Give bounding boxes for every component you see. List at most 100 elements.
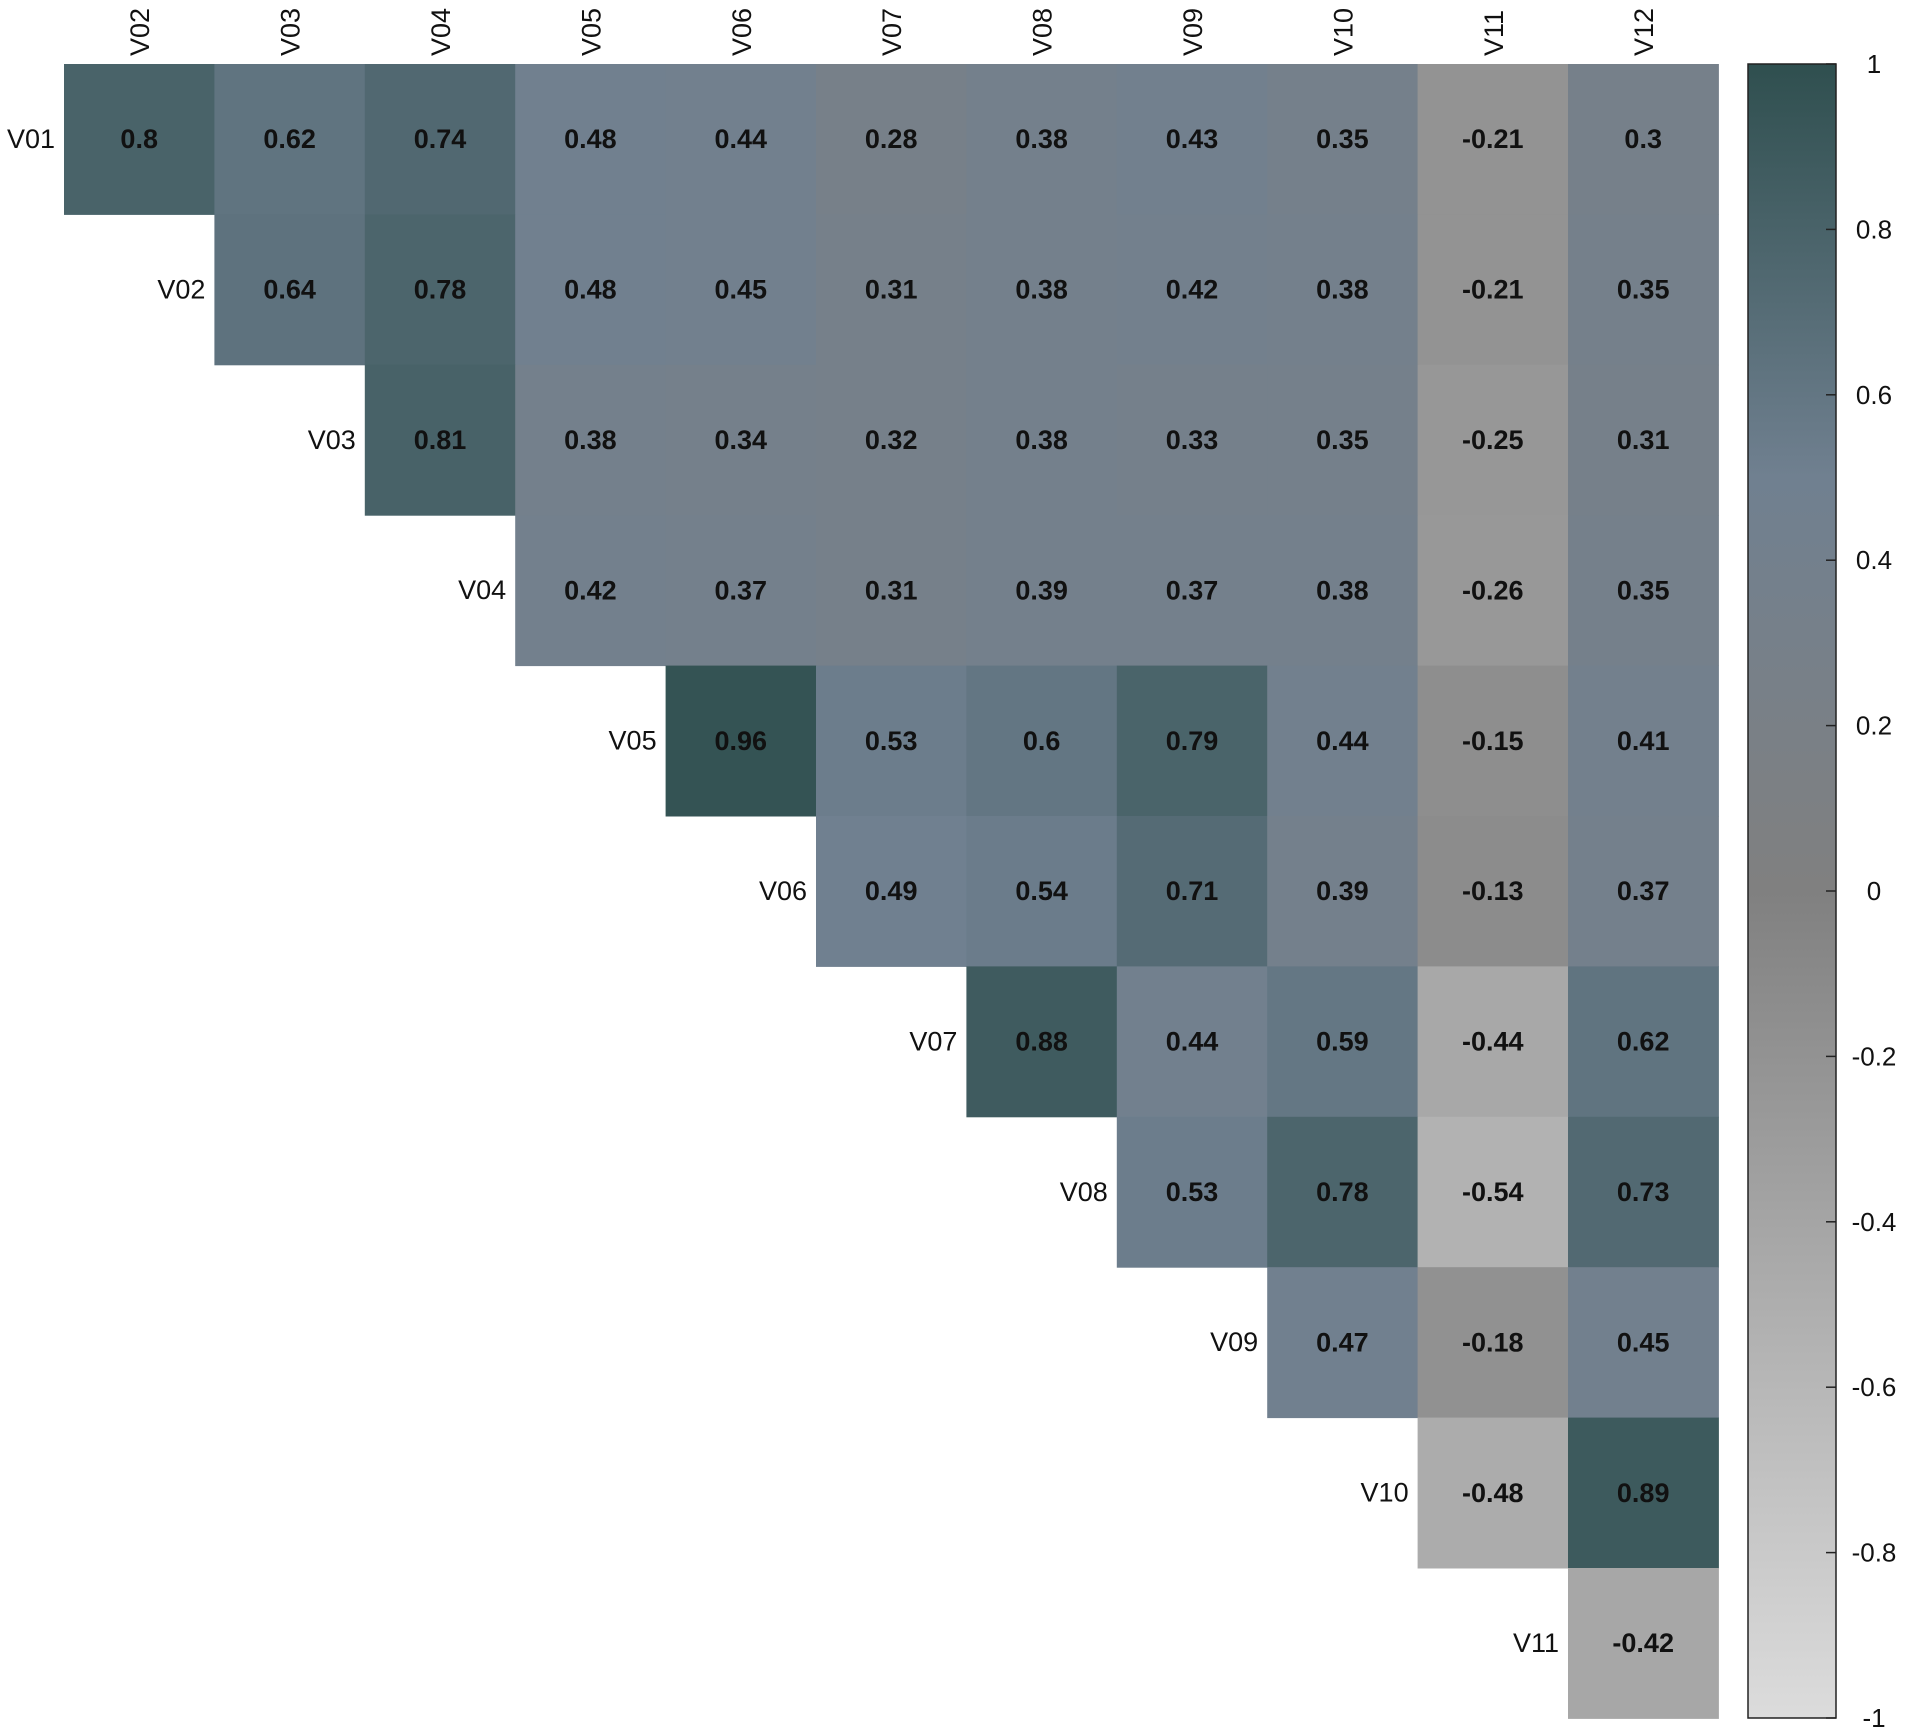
row-label-V02: V02 bbox=[157, 274, 205, 304]
cell-value-label: 0.38 bbox=[1015, 275, 1068, 305]
row-labels: V01 V02 V03 V04 V05 V06 V07 V08 V09 V10 V11 bbox=[7, 124, 1559, 1658]
heatmap-cell-V03-V04 bbox=[364, 364, 516, 516]
cell-value-label: 0.6 bbox=[1023, 726, 1061, 756]
cell-value-label: 0.44 bbox=[715, 124, 768, 154]
colorbar-tick-label: -0.2 bbox=[1852, 1041, 1897, 1071]
heatmap-cell-V05-V09 bbox=[1116, 665, 1268, 817]
colorbar-tick-label: -0.4 bbox=[1852, 1207, 1897, 1237]
heatmap-cell-V01-V04 bbox=[364, 64, 516, 215]
heatmap-cell-V02-V11 bbox=[1417, 214, 1569, 366]
cell-value-label: -0.54 bbox=[1462, 1177, 1524, 1207]
heatmap-cell-V08-V11 bbox=[1417, 1116, 1569, 1268]
cell-value-label: 0.3 bbox=[1624, 124, 1662, 154]
cell-value-label: 0.96 bbox=[715, 726, 768, 756]
heatmap-cell-V09-V11 bbox=[1417, 1267, 1569, 1419]
row-label-V04: V04 bbox=[458, 575, 506, 605]
heatmap-cell-V04-V06 bbox=[665, 515, 817, 667]
row-label-V03: V03 bbox=[308, 425, 356, 455]
cell-value-label: 0.78 bbox=[1316, 1177, 1369, 1207]
cell-value-label: 0.37 bbox=[1166, 575, 1219, 605]
row-label-V09: V09 bbox=[1210, 1327, 1258, 1357]
heatmap-cell-V04-V05 bbox=[515, 515, 667, 667]
row-label-V05: V05 bbox=[609, 726, 657, 756]
cell-value-label: 0.79 bbox=[1166, 726, 1219, 756]
heatmap-cell-V06-V12 bbox=[1568, 816, 1719, 967]
cell-value-label: -0.26 bbox=[1462, 575, 1524, 605]
cell-value-label: -0.13 bbox=[1462, 876, 1524, 906]
cell-value-label: 0.35 bbox=[1617, 575, 1670, 605]
heatmap-cell-V08-V12 bbox=[1568, 1116, 1719, 1268]
cell-value-label: 0.48 bbox=[564, 275, 617, 305]
cell-value-label: 0.8 bbox=[120, 124, 158, 154]
cell-value-label: 0.38 bbox=[1316, 575, 1369, 605]
cell-value-label: 0.35 bbox=[1316, 425, 1369, 455]
cell-value-label: 0.31 bbox=[865, 275, 918, 305]
row-label-V07: V07 bbox=[909, 1026, 957, 1056]
cell-value-label: 0.35 bbox=[1316, 124, 1369, 154]
heatmap-cell-V02-V06 bbox=[665, 214, 817, 366]
cell-value-label: 0.48 bbox=[564, 124, 617, 154]
heatmap-cell-V02-V03 bbox=[214, 214, 366, 366]
colorbar-tick-label: 0.4 bbox=[1856, 545, 1892, 575]
heatmap-cell-V02-V10 bbox=[1267, 214, 1419, 366]
cell-value-label: 0.49 bbox=[865, 876, 918, 906]
cell-value-label: 0.47 bbox=[1316, 1327, 1369, 1357]
column-label-V08: V08 bbox=[1028, 8, 1058, 56]
heatmap-cell-V06-V07 bbox=[816, 816, 967, 967]
heatmap-cell-V04-V07 bbox=[816, 515, 967, 667]
heatmap-cell-V02-V12 bbox=[1568, 214, 1719, 366]
cell-value-label: 0.37 bbox=[1617, 876, 1670, 906]
cell-value-label: 0.45 bbox=[1617, 1327, 1670, 1357]
cell-value-label: -0.21 bbox=[1462, 275, 1524, 305]
heatmap-cell-V02-V09 bbox=[1116, 214, 1268, 366]
heatmap-cell-V05-V10 bbox=[1267, 665, 1419, 817]
cell-value-label: 0.38 bbox=[1316, 275, 1369, 305]
heatmap-cell-V03-V07 bbox=[816, 364, 967, 516]
heatmap-cell-V11-V12 bbox=[1568, 1568, 1719, 1719]
heatmap-cell-V04-V11 bbox=[1417, 515, 1569, 667]
column-label-V06: V06 bbox=[727, 8, 757, 56]
cell-value-label: -0.15 bbox=[1462, 726, 1524, 756]
colorbar-tick-label: 0.2 bbox=[1856, 711, 1892, 741]
heatmap-cell-V01-V05 bbox=[515, 64, 667, 215]
column-label-V02: V02 bbox=[125, 8, 155, 56]
cell-value-label: 0.62 bbox=[263, 124, 316, 154]
column-label-V03: V03 bbox=[276, 8, 306, 56]
cell-value-label: 0.38 bbox=[1015, 425, 1068, 455]
heatmap-cell-V01-V06 bbox=[665, 64, 817, 215]
cell-value-label: 0.81 bbox=[414, 425, 467, 455]
cell-value-label: 0.31 bbox=[865, 575, 918, 605]
cell-value-label: 0.33 bbox=[1166, 425, 1219, 455]
cell-value-label: 0.44 bbox=[1316, 726, 1369, 756]
cell-value-label: 0.45 bbox=[715, 275, 768, 305]
cell-value-label: 0.34 bbox=[715, 425, 768, 455]
heatmap-cell-V04-V10 bbox=[1267, 515, 1419, 667]
heatmap-cell-V04-V09 bbox=[1116, 515, 1268, 667]
cell-value-label: 0.89 bbox=[1617, 1478, 1670, 1508]
cell-value-label: -0.18 bbox=[1462, 1327, 1524, 1357]
heatmap-cell-V07-V11 bbox=[1417, 966, 1569, 1118]
heatmap-cell-V03-V06 bbox=[665, 364, 817, 516]
column-label-V11: V11 bbox=[1479, 10, 1509, 56]
cell-value-label: 0.88 bbox=[1015, 1027, 1068, 1057]
cell-value-label: 0.39 bbox=[1316, 876, 1369, 906]
cell-value-label: 0.38 bbox=[564, 425, 617, 455]
column-label-V10: V10 bbox=[1328, 8, 1358, 56]
heatmap-cell-V02-V04 bbox=[364, 214, 516, 366]
cell-value-label: 0.74 bbox=[414, 124, 467, 154]
cell-value-label: 0.78 bbox=[414, 275, 467, 305]
heatmap-cell-V04-V12 bbox=[1568, 515, 1719, 667]
heatmap-cell-V01-V11 bbox=[1417, 64, 1569, 215]
heatmap-cell-V09-V12 bbox=[1568, 1267, 1719, 1419]
heatmap-cell-V03-V09 bbox=[1116, 364, 1268, 516]
cell-value-label: 0.39 bbox=[1015, 575, 1068, 605]
column-label-V09: V09 bbox=[1178, 8, 1208, 56]
cell-value-label: 0.62 bbox=[1617, 1027, 1670, 1057]
cell-value-label: 0.64 bbox=[263, 275, 316, 305]
heatmap-cells: 0.8 0.62 0.74 0.48 0.44 0.28 0.38 0.43 0.35 -0.21… bbox=[64, 64, 1719, 1719]
cell-value-label: 0.32 bbox=[865, 425, 918, 455]
cell-value-label: 0.44 bbox=[1166, 1027, 1219, 1057]
cell-value-label: 0.41 bbox=[1617, 726, 1670, 756]
heatmap-cell-V01-V10 bbox=[1267, 64, 1419, 215]
column-label-V07: V07 bbox=[877, 8, 907, 56]
